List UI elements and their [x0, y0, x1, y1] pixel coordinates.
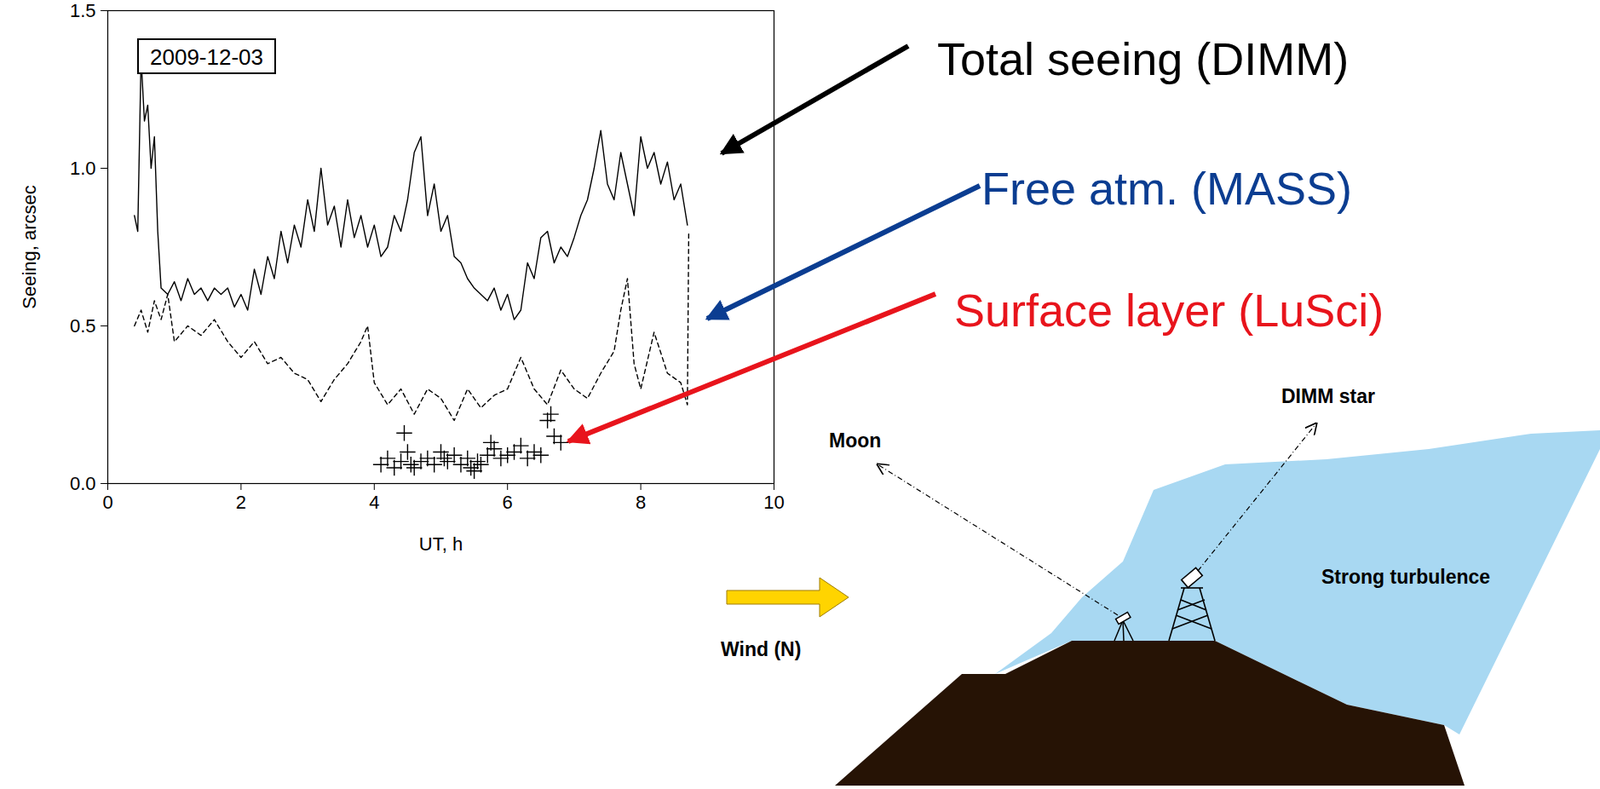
- svg-text:8: 8: [635, 491, 646, 513]
- svg-text:1.5: 1.5: [69, 0, 97, 22]
- svg-text:4: 4: [368, 491, 380, 513]
- svg-text:Total seeing (DIMM): Total seeing (DIMM): [937, 33, 1349, 85]
- svg-text:Strong turbulence: Strong turbulence: [1321, 565, 1491, 588]
- svg-text:2: 2: [235, 491, 247, 513]
- svg-text:DIMM star: DIMM star: [1281, 385, 1376, 408]
- svg-text:2009-12-03: 2009-12-03: [149, 44, 264, 70]
- svg-text:0.0: 0.0: [69, 472, 97, 495]
- svg-text:0: 0: [102, 491, 113, 513]
- svg-text:Free atm. (MASS): Free atm. (MASS): [981, 162, 1353, 214]
- svg-text:UT, h: UT, h: [419, 533, 463, 555]
- svg-text:10: 10: [763, 491, 784, 513]
- svg-text:Seeing, arcsec: Seeing, arcsec: [18, 184, 41, 310]
- svg-text:1.0: 1.0: [69, 157, 97, 179]
- svg-text:6: 6: [502, 491, 513, 513]
- svg-text:Surface layer (LuSci): Surface layer (LuSci): [954, 284, 1384, 336]
- svg-text:Moon: Moon: [828, 429, 881, 452]
- svg-text:Wind (N): Wind (N): [720, 638, 801, 661]
- svg-text:0.5: 0.5: [69, 315, 97, 337]
